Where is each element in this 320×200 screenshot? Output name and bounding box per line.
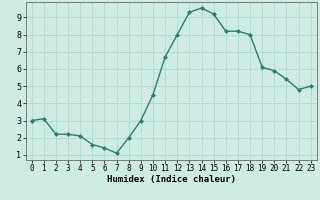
- X-axis label: Humidex (Indice chaleur): Humidex (Indice chaleur): [107, 175, 236, 184]
